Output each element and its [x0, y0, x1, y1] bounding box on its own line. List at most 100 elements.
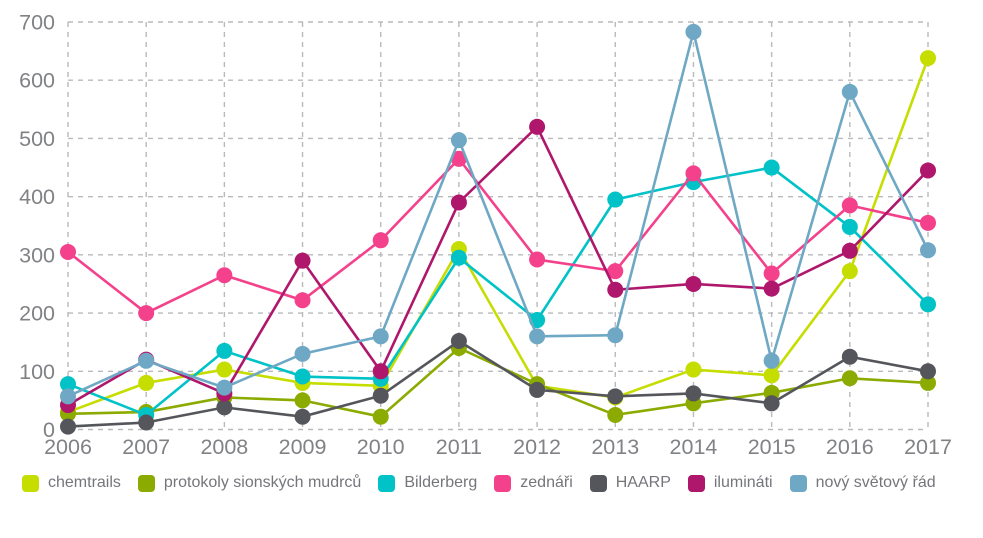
legend-item-zednari[interactable]: zednáři	[494, 474, 573, 492]
data-point-chemtrails-2014[interactable]	[685, 361, 702, 378]
data-point-novy-svetovy-rad-2006[interactable]	[60, 388, 76, 405]
data-point-bilderberg-2009[interactable]	[294, 368, 311, 385]
line-chart-canvas: 0 100 200 300 400 500 600 700 2006 2007 2008 2009 20…	[19, 11, 952, 460]
data-point-haarp-2008[interactable]	[216, 399, 233, 416]
data-point-zednari-2010[interactable]	[372, 232, 389, 249]
legend-label-iluminati: ilumináti	[713, 474, 773, 491]
series-line-bilderberg	[67, 166, 929, 417]
legend-item-haarp[interactable]: HAARP	[589, 474, 671, 492]
x-axis-tick-label: 2012	[513, 435, 561, 459]
data-point-zednari-2016[interactable]	[841, 197, 858, 214]
x-axis-tick-label: 2010	[357, 435, 405, 459]
data-point-chemtrails-2007[interactable]	[138, 374, 155, 391]
data-point-bilderberg-2017[interactable]	[920, 296, 936, 313]
data-point-haarp-2006[interactable]	[60, 418, 76, 435]
data-point-iluminati-2014[interactable]	[685, 275, 702, 292]
legend-swatch-iluminati	[687, 474, 705, 492]
data-point-zednari-2006[interactable]	[60, 243, 76, 260]
data-point-chemtrails-2017[interactable]	[920, 50, 936, 67]
chart-legend: chemtrails protokoly sionských mudrců Bild…	[0, 474, 983, 492]
data-point-iluminati-2011[interactable]	[450, 194, 467, 211]
legend-label-zednari: zednáři	[520, 474, 573, 491]
data-point-bilderberg-2013[interactable]	[607, 191, 624, 208]
series-line-novy-svetovy-rad	[67, 31, 930, 398]
x-axis-tick-label: 2014	[670, 435, 718, 459]
data-point-zednari-2011[interactable]	[450, 150, 467, 167]
legend-item-chemtrails[interactable]: chemtrails	[22, 474, 121, 492]
data-point-haarp-2009[interactable]	[294, 408, 311, 425]
data-point-iluminati-2016[interactable]	[841, 242, 858, 259]
data-point-chemtrails-2016[interactable]	[841, 263, 858, 280]
data-point-haarp-2015[interactable]	[763, 395, 780, 412]
y-axis-tick-label: 600	[19, 69, 55, 93]
data-point-protokoly-sionskych-mudrcu-2009[interactable]	[294, 392, 311, 409]
data-point-bilderberg-2006[interactable]	[60, 376, 76, 393]
data-point-novy-svetovy-rad-2008[interactable]	[216, 379, 233, 396]
legend-item-bilderberg[interactable]: Bilderberg	[378, 474, 477, 492]
data-point-zednari-2008[interactable]	[216, 267, 233, 284]
y-axis-tick-label: 700	[19, 11, 55, 35]
data-point-novy-svetovy-rad-2016[interactable]	[841, 83, 858, 100]
data-point-novy-svetovy-rad-2011[interactable]	[450, 132, 467, 149]
data-point-zednari-2009[interactable]	[294, 292, 311, 309]
data-point-iluminati-2017[interactable]	[920, 162, 936, 179]
data-point-protokoly-sionskych-mudrcu-2016[interactable]	[841, 370, 858, 387]
legend-item-novy-svetovy-rad[interactable]: nový světový řád	[789, 474, 936, 492]
data-point-zednari-2017[interactable]	[920, 214, 936, 231]
data-point-haarp-2007[interactable]	[138, 414, 155, 431]
data-point-zednari-2013[interactable]	[607, 263, 624, 280]
legend-item-iluminati[interactable]: ilumináti	[687, 474, 773, 492]
data-point-novy-svetovy-rad-2013[interactable]	[607, 327, 624, 344]
y-axis-tick-label: 500	[19, 127, 55, 151]
legend-label-protokoly-sionskych-mudrcu: protokoly sionských mudrců	[163, 474, 362, 491]
legend-swatch-novy-svetovy-rad	[789, 474, 807, 492]
data-point-bilderberg-2015[interactable]	[763, 159, 780, 176]
legend-item-protokoly-sionskych-mudrcu[interactable]: protokoly sionských mudrců	[137, 474, 362, 492]
data-point-novy-svetovy-rad-2010[interactable]	[372, 328, 389, 345]
data-point-novy-svetovy-rad-2012[interactable]	[529, 328, 546, 345]
y-axis-tick-label: 300	[19, 243, 55, 267]
data-point-zednari-2007[interactable]	[138, 305, 155, 322]
legend-swatch-chemtrails	[22, 474, 39, 492]
data-point-protokoly-sionskych-mudrcu-2017[interactable]	[920, 374, 936, 391]
legend-label-novy-svetovy-rad: nový světový řád	[815, 474, 936, 491]
y-axis-tick-label: 100	[19, 360, 55, 384]
data-point-iluminati-2013[interactable]	[607, 281, 624, 298]
data-point-iluminati-2012[interactable]	[529, 118, 546, 135]
data-point-novy-svetovy-rad-2007[interactable]	[138, 352, 155, 369]
x-axis-tick-label: 2008	[200, 435, 248, 459]
data-point-chemtrails-2015[interactable]	[763, 367, 780, 384]
data-point-novy-svetovy-rad-2015[interactable]	[763, 352, 780, 369]
x-axis-tick-label: 2007	[122, 435, 170, 459]
data-point-iluminati-2009[interactable]	[294, 252, 311, 269]
x-axis-tick-label: 2009	[279, 435, 327, 459]
data-point-novy-svetovy-rad-2014[interactable]	[685, 23, 702, 40]
data-point-zednari-2012[interactable]	[529, 251, 546, 268]
data-point-haarp-2013[interactable]	[607, 388, 624, 405]
data-point-haarp-2016[interactable]	[841, 348, 858, 365]
legend-swatch-zednari	[494, 474, 512, 492]
data-point-bilderberg-2011[interactable]	[450, 249, 467, 266]
data-point-bilderberg-2016[interactable]	[841, 218, 858, 235]
data-point-haarp-2012[interactable]	[529, 381, 546, 398]
data-point-chemtrails-2008[interactable]	[216, 361, 233, 378]
data-point-iluminati-2015[interactable]	[763, 280, 780, 297]
data-point-haarp-2014[interactable]	[685, 385, 702, 402]
data-point-novy-svetovy-rad-2009[interactable]	[294, 345, 311, 362]
data-point-protokoly-sionskych-mudrcu-2010[interactable]	[372, 408, 389, 425]
data-point-bilderberg-2008[interactable]	[216, 342, 233, 359]
data-point-iluminati-2010[interactable]	[372, 363, 389, 380]
data-point-haarp-2017[interactable]	[920, 363, 936, 380]
data-point-zednari-2014[interactable]	[685, 165, 702, 182]
x-axis-tick-label: 2011	[436, 435, 482, 459]
series-line-zednari	[67, 156, 929, 315]
data-point-zednari-2015[interactable]	[763, 265, 780, 282]
y-axis-tick-label: 0	[43, 418, 55, 442]
data-point-protokoly-sionskych-mudrcu-2013[interactable]	[607, 406, 624, 423]
legend-swatch-haarp	[589, 474, 607, 492]
data-point-haarp-2010[interactable]	[372, 387, 389, 404]
legend-label-chemtrails: chemtrails	[48, 474, 121, 491]
data-point-haarp-2011[interactable]	[450, 333, 467, 350]
x-axis-tick-label: 2016	[826, 435, 874, 459]
data-point-novy-svetovy-rad-2017[interactable]	[920, 242, 936, 259]
